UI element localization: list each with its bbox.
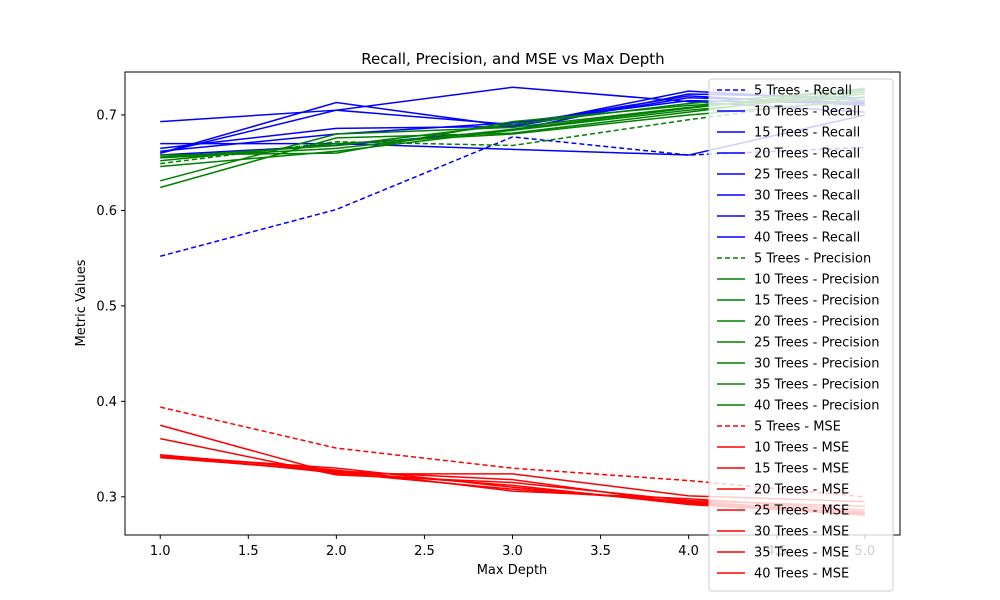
series-line-9 [160, 96, 865, 165]
legend-label: 5 Trees - Precision [754, 252, 871, 267]
legend-label: 25 Trees - Precision [754, 336, 880, 351]
y-tick-label: 0.4 [96, 395, 117, 410]
legend-label: 35 Trees - MSE [754, 546, 849, 561]
legend-label: 10 Trees - Recall [754, 105, 860, 120]
x-tick-label: 1.5 [238, 544, 259, 559]
legend-label: 10 Trees - Precision [754, 273, 880, 288]
legend-label: 5 Trees - Recall [754, 84, 852, 99]
legend-label: 40 Trees - MSE [754, 567, 849, 582]
legend-label: 15 Trees - Recall [754, 126, 860, 141]
y-tick-label: 0.5 [96, 299, 117, 314]
chart-title: Recall, Precision, and MSE vs Max Depth [361, 50, 664, 68]
legend-label: 20 Trees - Precision [754, 315, 880, 330]
legend-label: 25 Trees - MSE [754, 504, 849, 519]
x-tick-label: 2.5 [414, 544, 435, 559]
y-tick-label: 0.7 [96, 108, 117, 123]
y-tick-label: 0.6 [96, 204, 117, 219]
x-tick-label: 1.0 [150, 544, 171, 559]
y-axis-label: Metric Values [74, 259, 89, 346]
legend-label: 15 Trees - MSE [754, 462, 849, 477]
y-tick-label: 0.3 [96, 490, 117, 505]
legend-box [708, 78, 894, 592]
legend-label: 20 Trees - MSE [754, 483, 849, 498]
legend-label: 40 Trees - Precision [754, 399, 880, 414]
x-tick-label: 3.0 [502, 544, 523, 559]
legend-label: 25 Trees - Recall [754, 168, 860, 183]
legend-label: 35 Trees - Recall [754, 210, 860, 225]
x-tick-label: 2.0 [326, 544, 347, 559]
legend-label: 30 Trees - Recall [754, 189, 860, 204]
x-tick-label: 3.5 [590, 544, 611, 559]
legend-label: 30 Trees - Precision [754, 357, 880, 372]
legend-label: 5 Trees - MSE [754, 420, 841, 435]
x-tick-label: 4.0 [678, 544, 699, 559]
legend-label: 30 Trees - MSE [754, 525, 849, 540]
legend-label: 10 Trees - MSE [754, 441, 849, 456]
legend-label: 35 Trees - Precision [754, 378, 880, 393]
legend-label: 15 Trees - Precision [754, 294, 880, 309]
legend: 5 Trees - Recall 10 Trees - Recall 15 Tree… [708, 78, 894, 592]
legend-label: 20 Trees - Recall [754, 147, 860, 162]
legend-label: 40 Trees - Recall [754, 231, 860, 246]
x-axis-label: Max Depth [477, 563, 548, 578]
y-axis: 0.3 0.4 0.5 0.6 0.7 [96, 108, 125, 505]
